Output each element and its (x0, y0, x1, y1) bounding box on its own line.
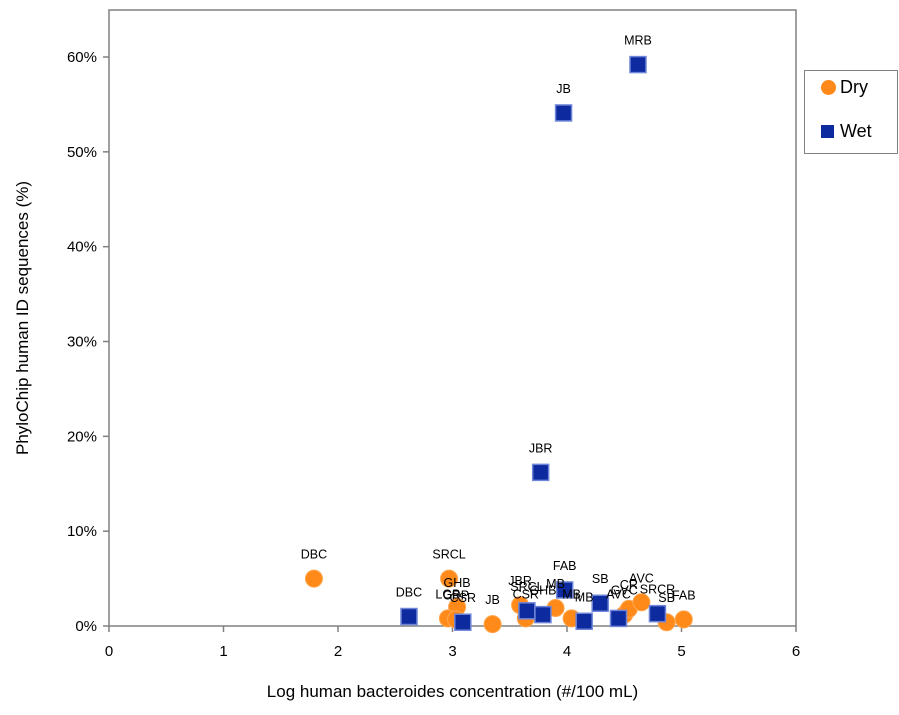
y-tick-label: 50% (67, 144, 97, 161)
x-axis-title: Log human bacteroides concentration (#/1… (267, 682, 638, 701)
point-label: GHB (444, 576, 471, 590)
point-label: JB (485, 593, 500, 607)
point-label: MB (562, 587, 581, 601)
point-label: GVC (611, 584, 638, 598)
x-tick-label: 3 (448, 643, 456, 660)
wet-marker-icon (821, 125, 834, 138)
wet-data-point (554, 104, 573, 122)
wet-data-point (609, 609, 628, 628)
wet-data-point (454, 613, 472, 631)
y-axis-title: PhyloChip human ID sequences (%) (13, 181, 32, 455)
point-label: AVC (629, 571, 654, 585)
y-axis-ticks: 0% 10% 20% 30% 40% 50% 60% (67, 49, 109, 635)
point-label: DBC (301, 548, 327, 562)
point-label: MB (575, 590, 594, 604)
point-label: LGB (435, 587, 460, 601)
point-label: SB (658, 591, 675, 605)
dry-data-point (632, 593, 651, 612)
point-label: CR (620, 578, 638, 592)
point-label: JB (556, 82, 571, 96)
x-tick-label: 6 (792, 643, 800, 660)
dry-data-point (304, 569, 323, 588)
wet-data-point (575, 612, 593, 631)
y-tick-label: 30% (67, 334, 97, 351)
wet-data-point (591, 594, 609, 612)
y-tick-label: 40% (67, 239, 97, 256)
legend: Dry Wet (804, 70, 898, 154)
legend-item-wet: Wet (821, 121, 872, 142)
dry-data-point (483, 615, 502, 634)
wet-data-point (648, 604, 667, 623)
legend-item-dry: Dry (821, 77, 868, 98)
y-tick-label: 10% (67, 523, 97, 540)
wet-data-point (531, 463, 550, 482)
y-tick-label: 60% (67, 49, 97, 66)
legend-label-dry: Dry (840, 77, 868, 97)
point-label: DBC (396, 586, 422, 600)
wet-data-point (629, 55, 647, 74)
x-tick-label: 0 (105, 643, 113, 660)
x-axis-ticks: 0 1 2 3 4 5 6 (105, 626, 800, 660)
point-label: SRCL (510, 580, 543, 594)
point-label: CSR (513, 587, 539, 601)
wet-data-point (400, 607, 418, 626)
point-label: CSR (450, 591, 476, 605)
dry-data-point (440, 569, 459, 588)
data-points (304, 55, 693, 634)
x-tick-label: 2 (334, 643, 342, 660)
wet-data-point (555, 581, 574, 599)
plot-area (108, 9, 797, 627)
plot-frame (108, 9, 797, 627)
point-label: JBR (529, 441, 553, 455)
x-tick-label: 5 (677, 643, 685, 660)
point-label: FAB (672, 588, 696, 602)
legend-label-wet: Wet (840, 121, 872, 141)
wet-data-point (518, 602, 536, 620)
wet-data-point (534, 605, 552, 624)
point-label: SRCL (432, 548, 465, 562)
point-label: AVC (606, 587, 631, 601)
point-label: MB (546, 577, 565, 591)
x-tick-label: 1 (219, 643, 227, 660)
y-tick-label: 0% (75, 618, 97, 635)
dry-marker-icon (821, 80, 836, 95)
point-label: SRCR (640, 583, 675, 597)
point-label: CRP (443, 588, 469, 602)
y-tick-label: 20% (67, 428, 97, 445)
point-label: MRB (624, 34, 652, 48)
point-label: GHB (529, 584, 556, 598)
dry-data-point (674, 610, 693, 629)
x-tick-label: 4 (563, 643, 571, 660)
point-label: JBR (508, 574, 532, 588)
point-label: SB (592, 572, 609, 586)
point-label: FAB (553, 559, 577, 573)
